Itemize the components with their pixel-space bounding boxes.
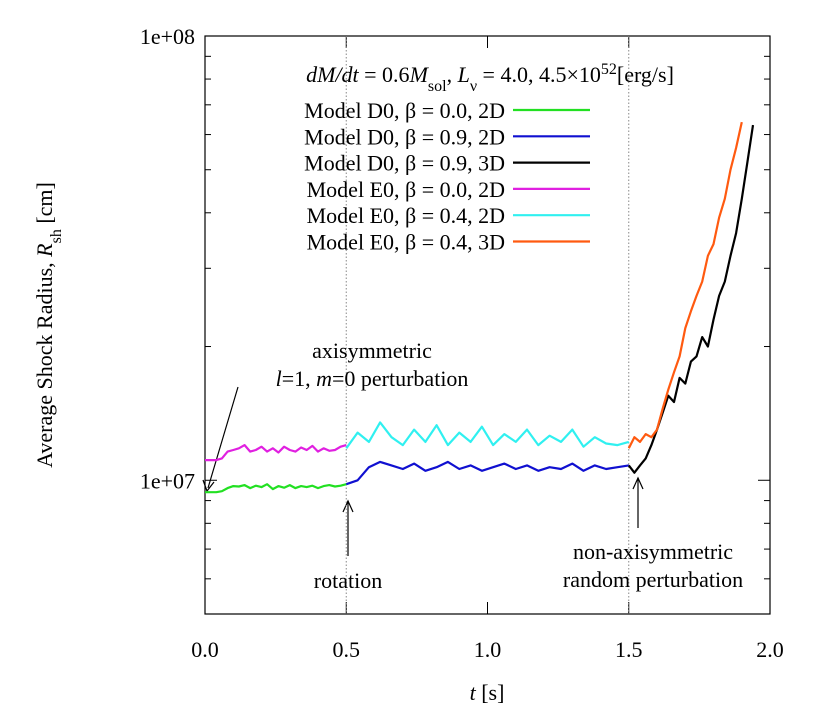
text-part: [cm] [32,182,57,229]
annotation: random perturbation [563,567,743,592]
annotation: l=1, m=0 perturbation [276,366,469,391]
x-axis-label: t [s] [470,680,505,705]
text-part: dM/dt [306,62,359,87]
legend-label: Model E0, β = 0.4, 3D [307,230,505,255]
text-part: t [470,680,477,705]
arrows [202,386,644,556]
legend-label: Model D0, β = 0.9, 3D [304,151,505,176]
text-part: ν [470,78,477,95]
series-line [205,483,347,494]
x-tick-label: 1.0 [474,637,502,662]
text-part: 52 [601,61,617,78]
text-part: non-axisymmetric [573,539,733,564]
text-part: m [316,366,332,391]
series-line [627,121,743,449]
y-axis-label: Average Shock Radius, Rsh [cm] [32,182,65,468]
text-part: = 0.6 [359,62,410,87]
legend-label: Model E0, β = 0.0, 2D [307,177,505,202]
y-tick-label: 1e+07 [140,468,195,493]
series-line [627,124,755,474]
text-part: random perturbation [563,567,743,592]
series-line [345,421,630,449]
text-part: , [447,62,458,87]
text-part: L [457,62,470,87]
text-part: sh [48,229,65,243]
legend-label: Model D0, β = 0.0, 2D [304,98,505,123]
arrow [207,386,239,489]
text-part: [erg/s] [617,62,674,87]
text-part: M [409,62,430,87]
arrowhead [202,479,215,493]
annotation: non-axisymmetric [573,539,733,564]
x-tick-label: 0.0 [191,637,219,662]
annotation: rotation [314,568,382,593]
text-part: =0 perturbation [332,366,468,391]
x-tick-label: 2.0 [756,637,784,662]
y-tick-label: 1e+08 [140,24,195,49]
text-part: [s] [476,680,505,705]
text-part: l [276,366,282,391]
text-part: axisymmetric [312,338,432,363]
legend-label: Model E0, β = 0.4, 2D [307,203,505,228]
x-tick-label: 1.5 [615,637,643,662]
text-part: =1, [282,366,316,391]
legend-label: Model D0, β = 0.9, 2D [304,124,505,149]
annotation: axisymmetric [312,338,432,363]
arrowhead [342,499,354,513]
text-part: Average Shock Radius, [32,257,57,468]
text-part: = 4.0, 4.5×10 [477,62,601,87]
series-line [205,444,347,462]
arrowhead [632,476,644,490]
text-part: rotation [314,568,382,593]
text-part: sol [428,78,447,95]
series-line [345,460,629,486]
chart-title: dM/dt = 0.6Msol, Lν = 4.0, 4.5×1052[erg/… [306,61,674,95]
text-part: R [32,243,57,258]
x-tick-label: 0.5 [333,637,361,662]
